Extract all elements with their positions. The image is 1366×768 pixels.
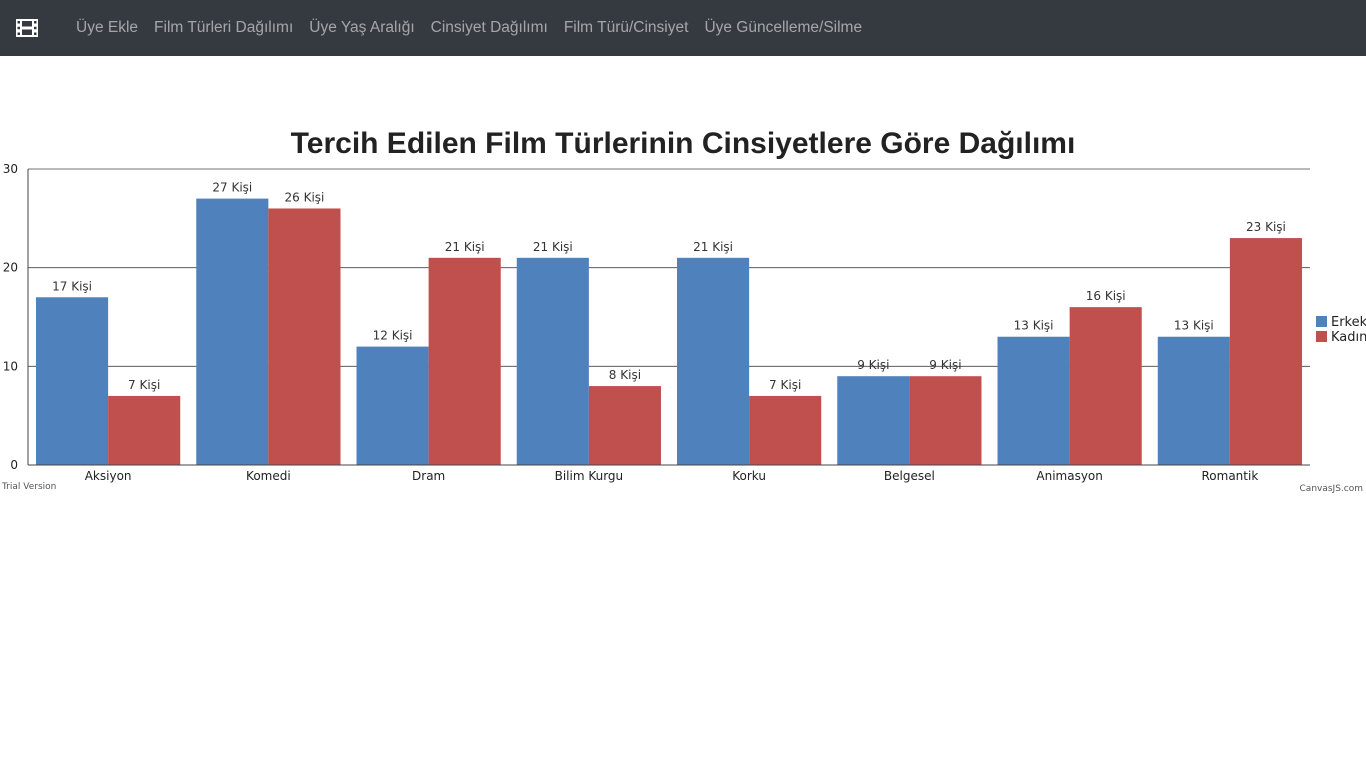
data-label: 13 Kişi xyxy=(1014,319,1054,333)
chart-title: Tercih Edilen Film Türlerinin Cinsiyetle… xyxy=(291,127,1076,160)
data-label: 23 Kişi xyxy=(1246,220,1286,234)
legend-label-0[interactable]: Erkek xyxy=(1331,315,1366,330)
nav-link-film-turleri-dagilimi[interactable]: Film Türleri Dağılımı xyxy=(154,19,294,36)
x-tick-label: Aksiyon xyxy=(85,469,132,483)
bar-erkek-6[interactable] xyxy=(997,336,1070,465)
navbar: Üye Ekle Film Türleri Dağılımı Üye Yaş A… xyxy=(0,0,1366,56)
bar-kadin-1[interactable] xyxy=(268,208,341,465)
legend-marker-0 xyxy=(1316,316,1327,327)
bar-kadin-7[interactable] xyxy=(1229,238,1302,465)
data-label: 7 Kişi xyxy=(769,378,801,392)
bar-erkek-5[interactable] xyxy=(837,376,910,465)
data-label: 8 Kişi xyxy=(609,368,641,382)
y-tick-label: 10 xyxy=(3,359,18,373)
data-label: 26 Kişi xyxy=(284,190,324,204)
brand-link[interactable] xyxy=(15,18,39,38)
chart-svg: Tercih Edilen Film Türlerinin Cinsiyetle… xyxy=(1,127,1366,494)
credit-trial-version: Trial Version xyxy=(1,482,56,492)
bar-kadin-2[interactable] xyxy=(428,257,501,465)
legend-label-1[interactable]: Kadın xyxy=(1331,330,1366,345)
data-label: 13 Kişi xyxy=(1174,319,1214,333)
bar-erkek-4[interactable] xyxy=(677,257,750,465)
credit-canvasjs[interactable]: CanvasJS.com xyxy=(1300,484,1363,494)
data-labels: 17 Kişi 7 Kişi 27 Kişi 26 Kişi 12 Kişi 21 Kiş… xyxy=(52,181,1286,392)
data-label: 17 Kişi xyxy=(52,279,92,293)
bar-kadin-0[interactable] xyxy=(108,395,181,465)
x-tick-label: Belgesel xyxy=(884,469,935,483)
x-tick-label: Dram xyxy=(412,469,445,483)
x-tick-label: Animasyon xyxy=(1036,469,1103,483)
data-label: 21 Kişi xyxy=(533,240,573,254)
x-tick-label: Korku xyxy=(732,469,766,483)
data-label: 16 Kişi xyxy=(1086,289,1126,303)
bar-kadin-5[interactable] xyxy=(909,376,982,465)
x-tick-label: Bilim Kurgu xyxy=(555,469,624,483)
data-label: 21 Kişi xyxy=(693,240,733,254)
bar-erkek-2[interactable] xyxy=(356,346,429,465)
data-label: 12 Kişi xyxy=(373,329,413,343)
nav-link-cinsiyet-dagilimi[interactable]: Cinsiyet Dağılımı xyxy=(430,19,548,36)
y-tick-label: 30 xyxy=(3,162,18,176)
nav-links: Üye Ekle Film Türleri Dağılımı Üye Yaş A… xyxy=(76,19,870,37)
x-tick-label: Komedi xyxy=(246,469,291,483)
data-label: 9 Kişi xyxy=(929,358,961,372)
y-tick-label: 20 xyxy=(3,261,18,275)
bar-kadin-6[interactable] xyxy=(1069,307,1142,465)
bar-kadin-4[interactable] xyxy=(749,395,822,465)
nav-link-uye-ekle[interactable]: Üye Ekle xyxy=(76,19,139,36)
bar-erkek-0[interactable] xyxy=(36,297,109,465)
y-tick-label: 0 xyxy=(10,458,18,472)
chart-container: Tercih Edilen Film Türlerinin Cinsiyetle… xyxy=(0,56,1366,496)
axes: 0 10 20 30 Aksiyon Komedi Dram Bilim Kurgu Korku… xyxy=(3,162,1310,483)
nav-link-film-turu-cinsiyet[interactable]: Film Türü/Cinsiyet xyxy=(563,19,689,36)
nav-link-uye-yas-araligi[interactable]: Üye Yaş Aralığı xyxy=(309,19,415,36)
bar-erkek-1[interactable] xyxy=(196,198,269,465)
data-label: 9 Kişi xyxy=(857,358,889,372)
bar-erkek-7[interactable] xyxy=(1157,336,1230,465)
nav-link-uye-guncelleme-silme[interactable]: Üye Güncelleme/Silme xyxy=(704,19,863,36)
legend-marker-1 xyxy=(1316,331,1327,342)
data-label: 21 Kişi xyxy=(445,240,485,254)
bar-erkek-3[interactable] xyxy=(516,257,589,465)
data-label: 7 Kişi xyxy=(128,378,160,392)
x-tick-label: Romantik xyxy=(1201,469,1258,483)
data-label: 27 Kişi xyxy=(212,181,252,195)
bar-kadin-3[interactable] xyxy=(588,386,661,465)
bars xyxy=(36,198,1302,465)
film-icon xyxy=(16,19,38,37)
